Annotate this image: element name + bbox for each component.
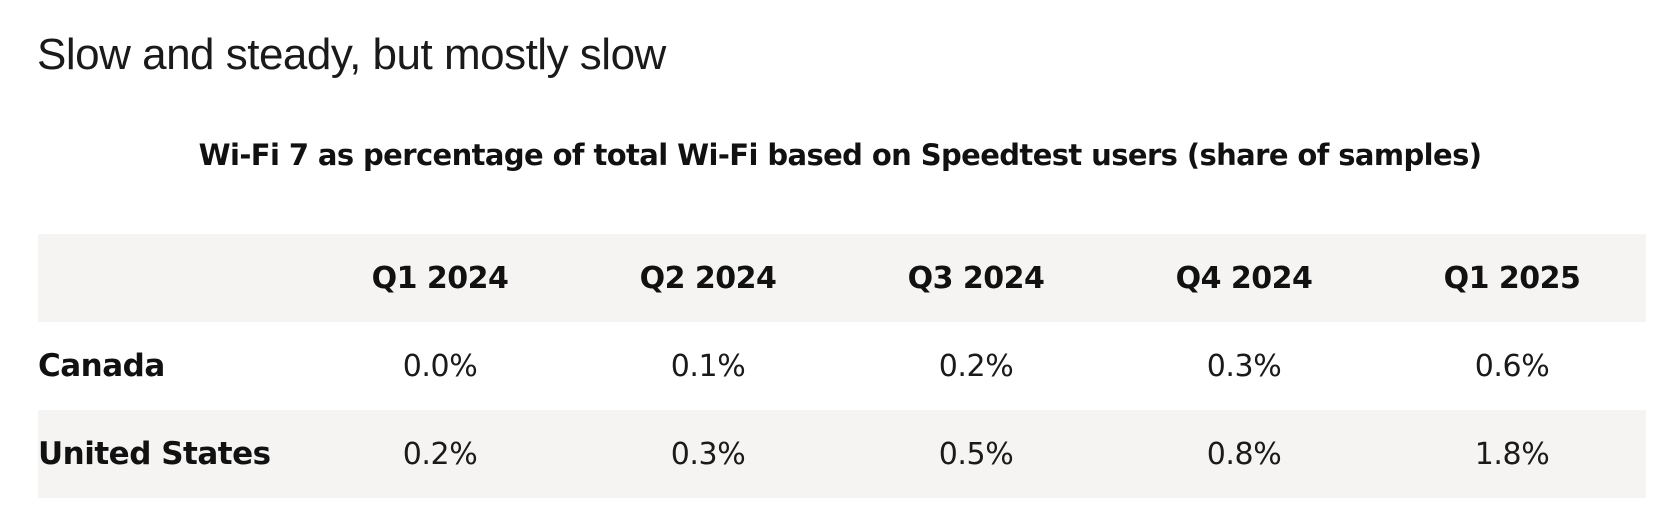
column-header: Q3 2024 xyxy=(907,260,1045,296)
table-cell: 0.3% xyxy=(1206,348,1282,384)
table-cell: 0.6% xyxy=(1474,348,1550,384)
table-row-united-states: United States 0.2% 0.3% 0.5% 0.8% 1.8% xyxy=(38,410,1646,498)
column-header: Q4 2024 xyxy=(1175,260,1313,296)
data-table: Q1 2024 Q2 2024 Q3 2024 Q4 2024 Q1 2025 … xyxy=(38,234,1646,498)
page-headline: Slow and steady, but mostly slow xyxy=(37,30,666,79)
table-cell: 0.0% xyxy=(402,348,478,384)
table-header-row: Q1 2024 Q2 2024 Q3 2024 Q4 2024 Q1 2025 xyxy=(38,234,1646,322)
table-cell: 0.8% xyxy=(1206,436,1282,472)
row-label: United States xyxy=(38,436,271,472)
table-cell: 0.5% xyxy=(938,436,1014,472)
corner-cell xyxy=(38,234,306,322)
table-cell: 0.2% xyxy=(938,348,1014,384)
table-cell: 1.8% xyxy=(1474,436,1550,472)
row-label: Canada xyxy=(38,348,165,384)
column-header: Q1 2024 xyxy=(371,260,509,296)
table-cell: 0.2% xyxy=(402,436,478,472)
column-header: Q2 2024 xyxy=(639,260,777,296)
column-header: Q1 2025 xyxy=(1443,260,1581,296)
chart-title: Wi-Fi 7 as percentage of total Wi-Fi bas… xyxy=(198,138,1482,172)
table-row-canada: Canada 0.0% 0.1% 0.2% 0.3% 0.6% xyxy=(38,322,1646,410)
table-cell: 0.3% xyxy=(670,436,746,472)
table-cell: 0.1% xyxy=(670,348,746,384)
